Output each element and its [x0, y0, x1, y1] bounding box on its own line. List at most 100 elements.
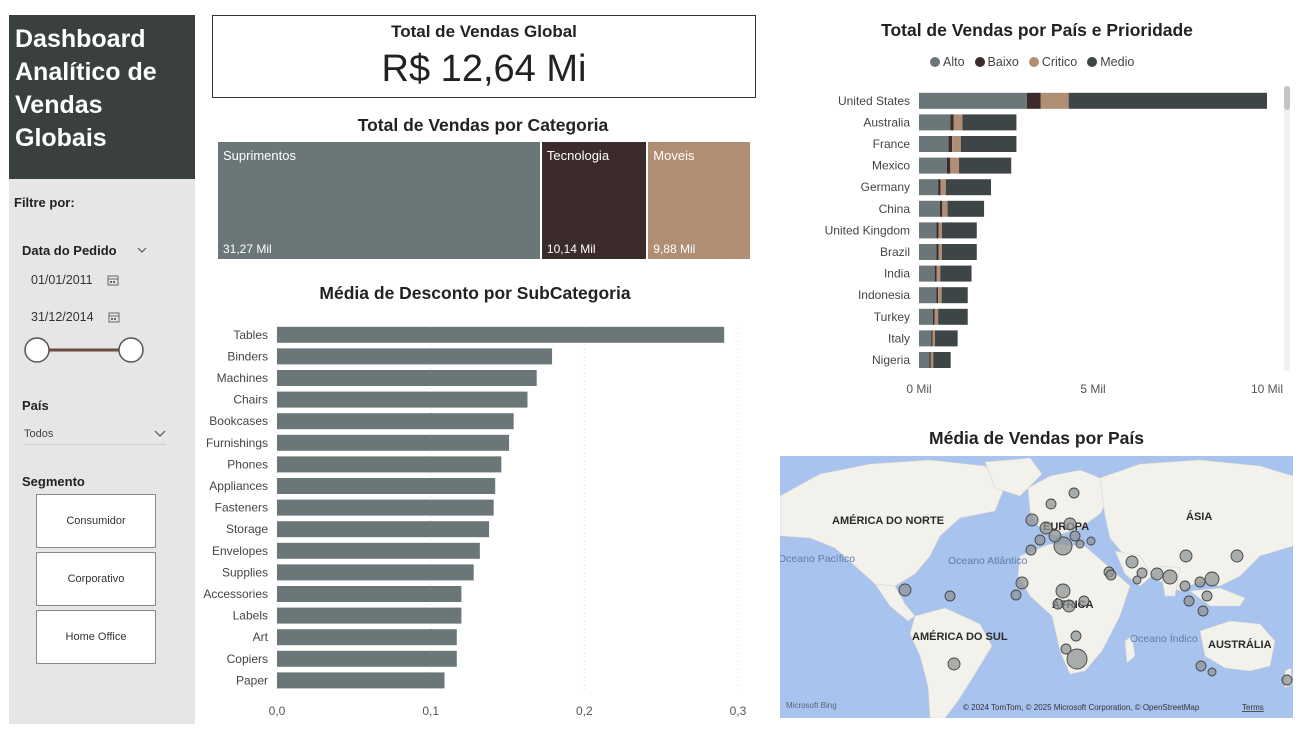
bar-copiers[interactable] [277, 650, 457, 667]
bar-australia-critico[interactable] [953, 114, 963, 131]
bar-china-medio[interactable] [947, 200, 985, 217]
bar-united-kingdom-baixo[interactable] [936, 222, 939, 239]
bar-chairs[interactable] [277, 391, 528, 408]
bar-art[interactable] [277, 629, 457, 646]
segment-button-corporativo[interactable]: Corporativo [36, 552, 156, 606]
category-label: Storage [226, 522, 268, 536]
bar-australia-alto[interactable] [919, 114, 951, 131]
legend-item-baixo[interactable]: Baixo [974, 55, 1019, 69]
date-range-slider[interactable] [22, 336, 148, 364]
legend-item-medio[interactable]: Medio [1087, 55, 1134, 69]
bar-mexico-baixo[interactable] [946, 157, 951, 174]
bar-germany-critico[interactable] [940, 179, 946, 196]
bar-france-medio[interactable] [960, 136, 1017, 152]
bar-mexico-alto[interactable] [919, 157, 947, 174]
treemap-tile-label: Tecnologia [546, 148, 610, 163]
bar-france-critico[interactable] [952, 136, 961, 152]
bar-france-alto[interactable] [919, 136, 949, 152]
bar-appliances[interactable] [277, 478, 496, 494]
bar-germany-medio[interactable] [945, 179, 992, 196]
bar-brazil-baixo[interactable] [936, 244, 939, 260]
bar-australia-baixo[interactable] [950, 114, 954, 131]
bar-furnishings[interactable] [277, 434, 510, 451]
world-map[interactable]: AMÉRICA DO NORTE EUROPA ÁSIA ÁFRICA AMÉR… [780, 456, 1293, 718]
bar-united-states-critico[interactable] [1040, 92, 1069, 109]
bar-storage[interactable] [277, 521, 490, 538]
bar-mexico-medio[interactable] [959, 157, 1012, 174]
bar-indonesia-critico[interactable] [938, 287, 942, 304]
bar-germany-baixo[interactable] [938, 179, 941, 196]
bar-united-kingdom-critico[interactable] [938, 222, 942, 239]
bar-supplies[interactable] [277, 564, 474, 581]
bar-india-critico[interactable] [936, 265, 941, 282]
label-pacific-ocean: Oceano Pacífico [780, 553, 855, 565]
bar-turkey-baixo[interactable] [932, 308, 935, 325]
date-start-input[interactable]: 01/01/2011 [31, 271, 121, 289]
treemap-title: Total de Vendas por Categoria [357, 115, 609, 135]
bar-germany-alto[interactable] [919, 179, 939, 196]
bar-india-baixo[interactable] [934, 265, 937, 282]
bar-china-baixo[interactable] [939, 200, 943, 217]
bar-binders[interactable] [277, 348, 553, 365]
bar-italy-critico[interactable] [932, 330, 936, 347]
country-dropdown[interactable]: Todos [24, 424, 166, 445]
segment-button-home-office[interactable]: Home Office [36, 610, 156, 664]
bar-nigeria-alto[interactable] [919, 352, 930, 368]
treemap-tile-moveis[interactable]: Moveis 9,88 Mil [648, 142, 750, 259]
bar-france-baixo[interactable] [948, 136, 953, 152]
bar-united-kingdom-medio[interactable] [941, 222, 977, 239]
bar-bookcases[interactable] [277, 413, 514, 430]
bar-australia-medio[interactable] [962, 114, 1017, 131]
bar-turkey-critico[interactable] [934, 308, 939, 325]
bar-united-kingdom-alto[interactable] [919, 222, 937, 239]
bar-fasteners[interactable] [277, 499, 494, 516]
scrollbar-track[interactable] [1284, 86, 1290, 371]
bar-china-alto[interactable] [919, 200, 940, 217]
bar-indonesia-baixo[interactable] [936, 287, 939, 304]
date-end-input[interactable]: 31/12/2014 [31, 308, 121, 326]
treemap-tile-label: Moveis [653, 148, 695, 163]
category-label: Fasteners [215, 501, 268, 515]
label-indian-ocean: Oceano Índico [1130, 632, 1198, 645]
bar-paper[interactable] [277, 672, 445, 689]
slider-end-handle[interactable] [118, 337, 144, 363]
bar-mexico-critico[interactable] [950, 157, 960, 174]
segment-button-consumidor[interactable]: Consumidor [36, 494, 156, 548]
bar-india-medio[interactable] [940, 265, 972, 282]
bar-india-alto[interactable] [919, 265, 935, 282]
x-tick-label: 0,2 [576, 704, 593, 718]
treemap-tile-suprimentos[interactable]: Suprimentos 31,27 Mil [218, 142, 540, 259]
treemap-tile-tecnologia[interactable]: Tecnologia 10,14 Mil [541, 142, 647, 259]
bar-nigeria-critico[interactable] [930, 352, 934, 368]
bar-nigeria-medio[interactable] [933, 352, 951, 368]
bar-machines[interactable] [277, 370, 537, 386]
date-filter-header[interactable]: Data do Pedido [22, 241, 147, 259]
country-label: Italy [888, 331, 910, 345]
bar-turkey-alto[interactable] [919, 308, 933, 325]
bar-brazil-alto[interactable] [919, 244, 937, 260]
bar-united-states-medio[interactable] [1068, 92, 1267, 109]
bar-tables[interactable] [277, 326, 725, 343]
bar-united-states-alto[interactable] [919, 92, 1027, 109]
slider-start-handle[interactable] [24, 337, 50, 363]
bar-phones[interactable] [277, 456, 502, 473]
map-terms-link[interactable]: Terms [1242, 703, 1264, 712]
bar-envelopes[interactable] [277, 542, 480, 559]
bar-labels[interactable] [277, 607, 462, 624]
bar-brazil-critico[interactable] [938, 244, 942, 260]
bar-indonesia-alto[interactable] [919, 287, 937, 304]
bar-italy-baixo[interactable] [931, 330, 933, 347]
bar-indonesia-medio[interactable] [941, 287, 968, 304]
bar-turkey-medio[interactable] [938, 308, 968, 325]
bar-brazil-medio[interactable] [941, 244, 977, 260]
bar-accessories[interactable] [277, 586, 462, 602]
bar-united-states-baixo[interactable] [1026, 92, 1041, 109]
label-atlantic-ocean: Oceano Atlântico [948, 555, 1028, 567]
legend-item-critico[interactable]: Critico [1028, 55, 1077, 69]
bar-china-critico[interactable] [942, 200, 948, 217]
bar-nigeria-baixo[interactable] [929, 352, 931, 368]
bar-italy-medio[interactable] [935, 330, 958, 347]
scrollbar-thumb[interactable] [1284, 86, 1290, 110]
bar-italy-alto[interactable] [919, 330, 932, 347]
legend-item-alto[interactable]: Alto [930, 55, 965, 69]
